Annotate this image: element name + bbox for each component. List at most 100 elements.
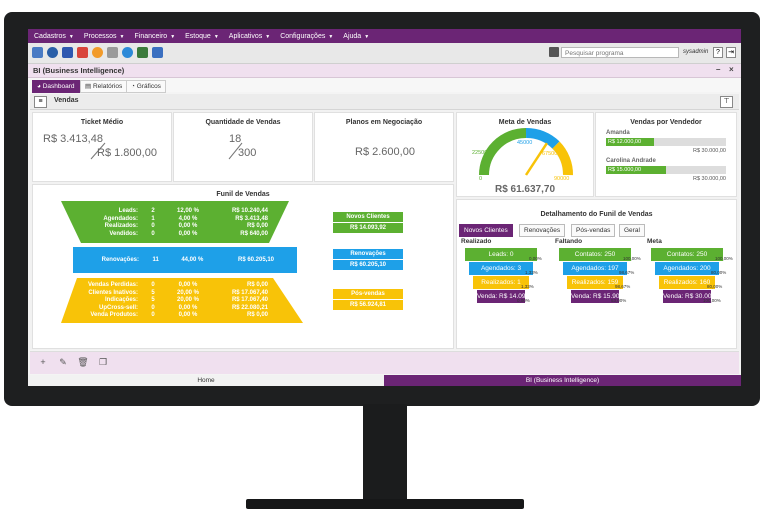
report-icon: ▤: [85, 83, 93, 90]
menu-cadastros[interactable]: Cadastros ▼: [34, 32, 74, 40]
detalhamento-funnel-bar: Agendados: 200: [655, 262, 719, 275]
funil-row: Venda Produtos: 0 0,00 % R$ 0,00: [73, 312, 268, 320]
user-name: sysadmin: [683, 49, 709, 55]
funil-percent: 0,00 %: [178, 230, 198, 237]
funil-yellow-rows: Vendas Perdidas: 0 0,00 % R$ 0,00 Clientes I…: [73, 282, 268, 320]
menu-configuracoes[interactable]: Configurações ▼: [280, 32, 334, 40]
detalhamento-funnel-percent: 98,67%: [615, 284, 631, 289]
detalhamento-funnel-percent: 1,33%: [521, 284, 534, 289]
funil-amount: R$ 0,00: [246, 312, 268, 318]
detalhamento-tabs: Novos Clientes Renovações Pós-vendas Ger…: [459, 224, 737, 237]
funil-count: 5: [151, 297, 155, 303]
planos-title: Planos em Negociação: [345, 119, 423, 126]
funil-amount: R$ 17.067,40: [231, 289, 268, 296]
detalhamento-funnel-bar: Venda: R$ 14.093,92: [477, 290, 538, 303]
menu-financeiro[interactable]: Financeiro ▼: [134, 32, 176, 40]
detalhamento-funnel-percent: 80,00%: [707, 284, 723, 289]
card-icon[interactable]: [62, 47, 73, 58]
window-titlebar: BI (Business Intelligence) – ×: [28, 64, 741, 78]
detalhamento-funnel-percent: 53,00%: [611, 298, 627, 303]
tab-relatorios[interactable]: ▤ Relatórios: [80, 80, 128, 93]
search-icon[interactable]: [549, 47, 559, 57]
vendedor-title: Vendas por Vendedor: [630, 119, 702, 126]
detalhamento-column-title: Meta: [647, 238, 662, 245]
card-value: R$ 56.924,81: [333, 299, 403, 310]
main-menu: Cadastros ▼ Processos ▼ Financeiro ▼ Estoqu…: [28, 29, 741, 43]
close-button[interactable]: ×: [729, 65, 734, 74]
tab-dashboard[interactable]: ◕ Dashboard: [32, 80, 80, 93]
footer-tab-home[interactable]: Home: [28, 375, 384, 386]
detalhamento-funnel-bar: Realizados: 160: [659, 276, 715, 289]
detalhamento-funnel-percent: 100,00%: [715, 256, 733, 261]
funil-panel: Funil de Vendas Leads: 2 12,00 % R$ 10.240,…: [32, 184, 454, 349]
help-button[interactable]: ?: [713, 47, 723, 58]
copy-icon[interactable]: ❐: [98, 357, 108, 367]
funil-count: 11: [152, 257, 159, 263]
card-novos-clientes: Novos Clientes R$ 14.093,92: [333, 212, 403, 233]
section-header: ≡ Vendas ⊤: [30, 94, 739, 110]
printer-icon[interactable]: [107, 47, 118, 58]
footer-tab-bi[interactable]: BI (Business Intelligence): [384, 375, 741, 386]
tab-graficos[interactable]: ◔ Gráficos: [126, 80, 166, 93]
tab-novos-clientes[interactable]: Novos Clientes: [459, 224, 513, 237]
minimize-button[interactable]: –: [716, 65, 721, 74]
detalhamento-funnel-bar: Contatos: 250: [559, 248, 631, 261]
detalhamento-title: Detalhamento do Funil de Vendas: [540, 211, 653, 218]
delete-icon[interactable]: 🗑: [77, 357, 89, 367]
search-people-icon[interactable]: [152, 47, 163, 58]
menu-aplicativos[interactable]: Aplicativos ▼: [228, 32, 271, 40]
funil-count: 0: [151, 312, 155, 318]
funil-green-segment: [61, 201, 289, 243]
funil-percent: 0,00 %: [178, 304, 198, 311]
screen: Cadastros ▼ Processos ▼ Financeiro ▼ Estoqu…: [28, 29, 741, 386]
filter-icon[interactable]: ⊤: [720, 96, 733, 108]
detalhamento-funnel-percent: 100,00%: [703, 298, 721, 303]
tab-renovacoes[interactable]: Renovações: [519, 224, 566, 237]
menu-ajuda[interactable]: Ajuda ▼: [343, 32, 370, 40]
globe-icon[interactable]: [47, 47, 58, 58]
hamburger-icon[interactable]: ≡: [34, 96, 47, 108]
edit-icon[interactable]: ✎: [59, 357, 67, 367]
card-title: Pós-vendas: [333, 289, 403, 299]
quantidade-value1: 18: [229, 133, 242, 145]
funil-label: Indicações:: [104, 297, 138, 303]
funil-row: Vendas Perdidas: 0 0,00 % R$ 0,00: [73, 282, 268, 290]
vendedor-bar: R$ 15.000,00: [606, 166, 666, 174]
funil-amount: R$ 640,00: [240, 230, 268, 237]
menu-estoque[interactable]: Estoque ▼: [185, 32, 219, 40]
funil-label: Realizados:: [104, 223, 138, 229]
funil-title: Funil de Vendas: [216, 191, 270, 198]
detalhamento-funnel-bar: Venda: R$ 30.000,00: [663, 290, 724, 303]
dashboard-icon: ◕: [37, 83, 43, 90]
funil-blue-segment: [73, 247, 297, 273]
calculator-icon[interactable]: [32, 47, 43, 58]
funil-label: Vendas Perdidas:: [87, 282, 138, 288]
vendedor-panel: Vendas por Vendedor Amanda R$ 12.000,00 …: [595, 112, 737, 197]
meta-gauge: [479, 128, 573, 176]
funil-count: 0: [151, 230, 155, 237]
tab-pos-vendas[interactable]: Pós-vendas: [571, 224, 616, 237]
detalhamento-funnel-bar: Realizados: 1: [473, 276, 529, 289]
funil-percent: 20,00 %: [176, 289, 200, 296]
gauge-max: 90000: [554, 176, 570, 182]
tab-geral[interactable]: Geral: [619, 224, 645, 237]
funil-amount: R$ 17.067,40: [231, 297, 268, 303]
action-bar: + ✎ 🗑 ❐: [30, 351, 739, 374]
card-title: Renovações: [333, 249, 403, 259]
funil-amount: R$ 0,00: [246, 282, 268, 288]
detalhamento-panel: Detalhamento do Funil de Vendas Novos Cl…: [456, 199, 737, 349]
detalhamento-funnel-bar: Agendados: 197: [563, 262, 627, 275]
funil-row: Agendados: 1 4,00 % R$ 3.413,48: [88, 216, 268, 224]
payment-icon[interactable]: [77, 47, 88, 58]
exit-button[interactable]: ⇥: [726, 47, 736, 58]
funil-row: Realizados: 0 0,00 % R$ 0,00: [88, 223, 268, 231]
funil-row: Indicações: 5 20,00 % R$ 17.067,40: [73, 297, 268, 305]
menu-processos[interactable]: Processos ▼: [83, 32, 125, 40]
meta-panel: Meta de Vendas 0 22500 45000 67500 90000…: [456, 112, 594, 197]
add-icon[interactable]: +: [40, 357, 46, 367]
search-input[interactable]: Pesquisar programa: [561, 47, 679, 58]
chart-icon[interactable]: [92, 47, 103, 58]
users-icon[interactable]: [137, 47, 148, 58]
chat-icon[interactable]: [122, 47, 133, 58]
meta-title: Meta de Vendas: [498, 119, 552, 126]
